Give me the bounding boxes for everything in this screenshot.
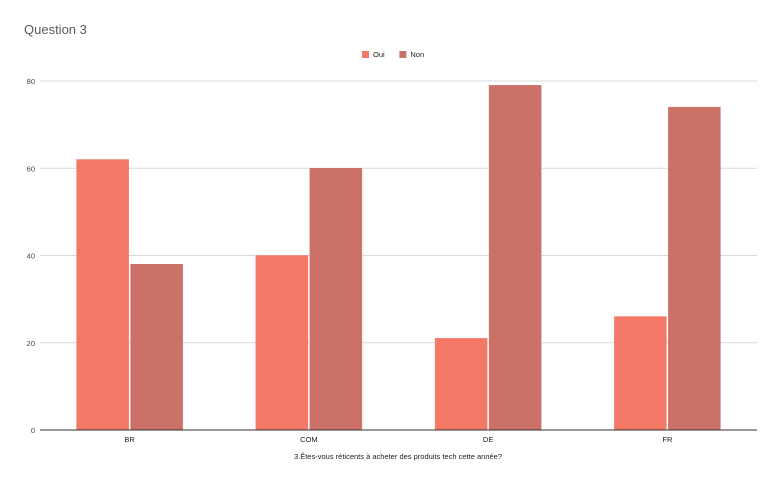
bar-oui-com — [255, 255, 309, 431]
y-tick-label: 60 — [27, 164, 35, 173]
x-tick-label: DE — [483, 435, 493, 444]
x-tick-label: BR — [124, 435, 135, 444]
legend-label-oui: Oui — [373, 50, 385, 59]
bars-layer — [76, 85, 721, 431]
x-axis-title: 3.Êtes-vous réticents à acheter des prod… — [294, 452, 502, 461]
x-tick-label: FR — [662, 435, 673, 444]
legend-label-non: Non — [410, 50, 424, 59]
bar-oui-de — [434, 338, 488, 431]
chart-title: Question 3 — [24, 22, 87, 37]
y-tick-label: 40 — [27, 252, 35, 261]
legend-swatch-non — [399, 51, 407, 58]
y-tick-label: 80 — [27, 77, 35, 86]
bar-oui-br — [76, 159, 129, 431]
x-tick-label: COM — [300, 435, 318, 444]
bar-non-fr — [668, 106, 721, 431]
y-tick-label: 0 — [31, 426, 35, 435]
y-tick-label: 20 — [27, 339, 35, 348]
legend: Oui Non — [362, 50, 424, 59]
bar-non-br — [130, 263, 183, 431]
bar-non-de — [488, 85, 542, 431]
legend-swatch-oui — [362, 51, 369, 58]
bar-non-com — [309, 168, 363, 431]
axis-layer: 0 20 40 60 80 BR COM DE FR — [27, 77, 757, 444]
bar-oui-fr — [614, 316, 667, 431]
